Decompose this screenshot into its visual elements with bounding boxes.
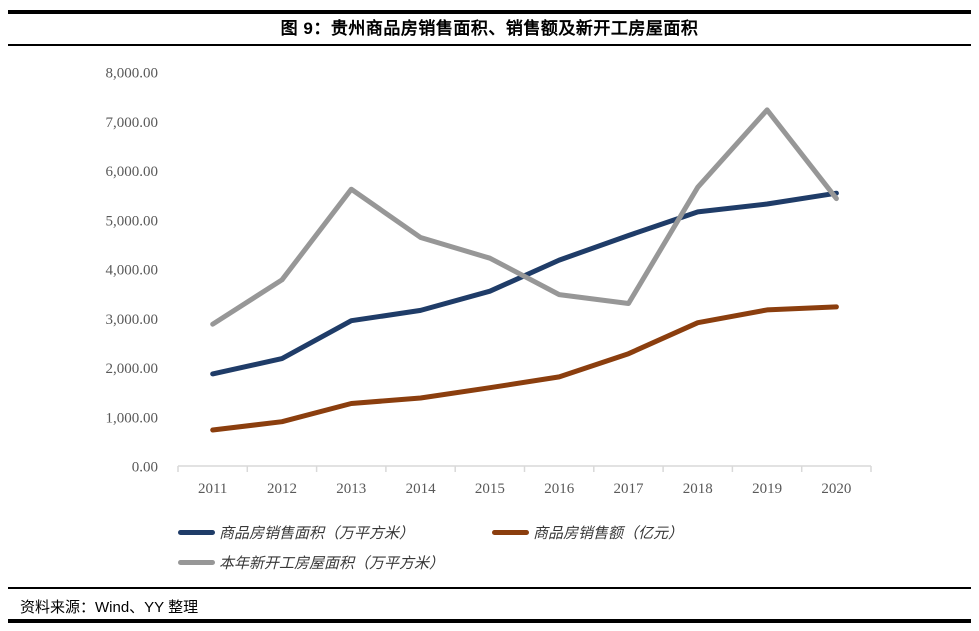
legend-item: 本年新开工房屋面积（万平方米） — [178, 552, 444, 573]
legend-item: 商品房销售面积（万平方米） — [178, 522, 492, 543]
y-axis-tick-label: 1,000.00 — [106, 410, 159, 426]
x-axis-tick-label: 2018 — [683, 481, 713, 497]
y-axis-tick-label: 7,000.00 — [106, 115, 159, 131]
legend-line-swatch — [492, 529, 529, 535]
x-axis-tick-label: 2016 — [544, 481, 575, 497]
data-line-series-1 — [210, 190, 839, 377]
legend-line-swatch — [178, 559, 215, 565]
chart-title: 图 9：贵州商品房销售面积、销售额及新开工房屋面积 — [280, 19, 699, 38]
title-divider-rule — [8, 44, 971, 46]
source-note: 资料来源：Wind、YY 整理 — [20, 599, 199, 616]
x-axis-tick-label: 2014 — [406, 481, 437, 497]
legend-row: 本年新开工房屋面积（万平方米） — [178, 547, 898, 577]
y-axis-tick-label: 8,000.00 — [106, 66, 159, 82]
legend-label: 商品房销售面积（万平方米） — [219, 525, 415, 542]
chart-legend: 商品房销售面积（万平方米） 商品房销售额（亿元） 本年新开工房屋面积（万平方米） — [178, 517, 898, 577]
legend-label: 本年新开工房屋面积（万平方米） — [219, 555, 445, 572]
x-axis-tick-label: 2019 — [752, 481, 782, 497]
y-axis-tick-label: 0.00 — [132, 460, 158, 476]
bottom-rule — [8, 619, 971, 623]
y-axis-tick-label: 6,000.00 — [106, 164, 159, 180]
top-rule — [8, 10, 971, 14]
x-axis-tick-label: 2017 — [614, 481, 645, 497]
y-axis-tick-label: 5,000.00 — [106, 213, 159, 229]
x-axis-tick-label: 2011 — [198, 481, 227, 497]
legend-row: 商品房销售面积（万平方米） 商品房销售额（亿元） — [178, 517, 898, 547]
x-axis-tick-label: 2020 — [821, 481, 851, 497]
legend-label: 商品房销售额（亿元） — [533, 525, 684, 542]
line-chart: 0.00 1,000.00 2,000.00 3,000.00 4,000.00 5,00… — [106, 66, 872, 497]
data-line-series-3 — [210, 107, 839, 327]
x-axis-tick-label: 2015 — [475, 481, 505, 497]
footer-divider-rule — [8, 587, 971, 589]
y-axis-tick-label: 2,000.00 — [106, 361, 159, 377]
x-axis-tick-label: 2013 — [336, 481, 366, 497]
legend-item: 商品房销售额（亿元） — [492, 522, 683, 543]
y-axis-tick-label: 4,000.00 — [106, 263, 159, 279]
legend-line-swatch — [178, 529, 215, 535]
data-line-series-2 — [210, 304, 839, 433]
y-axis-tick-label: 3,000.00 — [106, 312, 159, 328]
x-axis-tick-label: 2012 — [267, 481, 297, 497]
